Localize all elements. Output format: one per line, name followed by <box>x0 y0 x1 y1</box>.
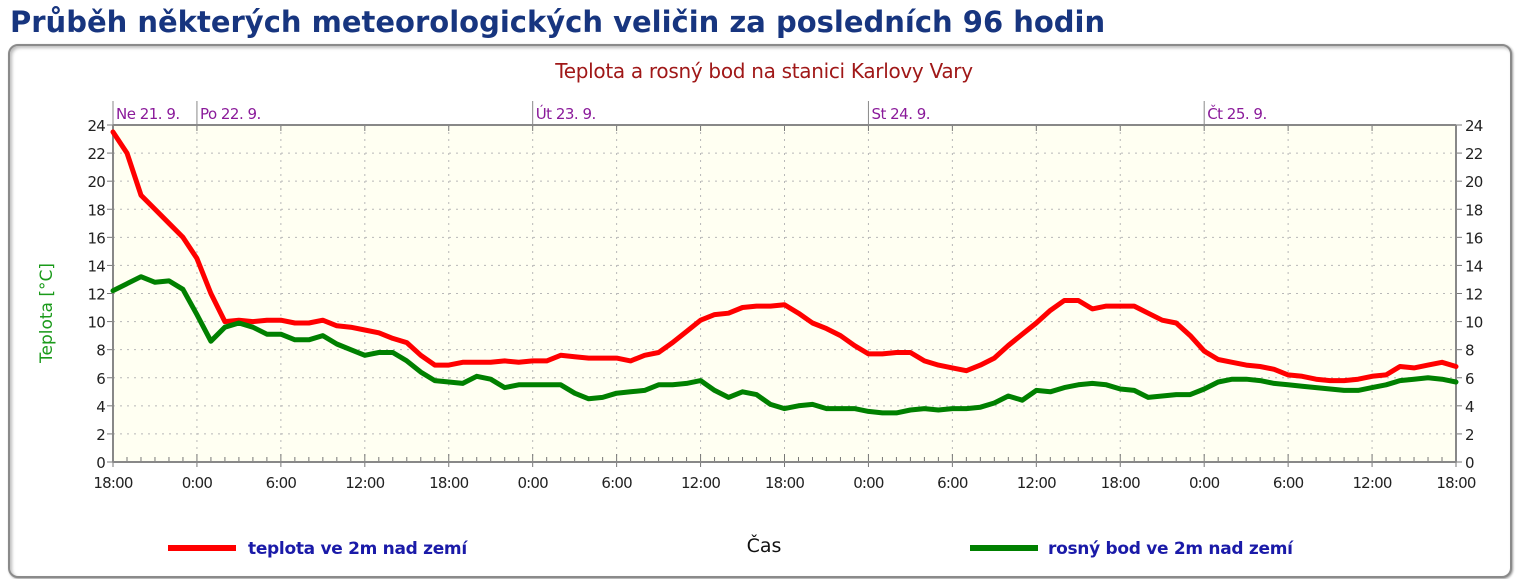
legend-label-temperature: teplota ve 2m nad zemí <box>248 539 468 559</box>
day-label: Út 23. 9. <box>536 104 596 123</box>
y-tick-label-right: 20 <box>1465 173 1483 191</box>
day-label: Čt 25. 9. <box>1207 104 1267 123</box>
y-tick-label-right: 2 <box>1465 426 1474 444</box>
x-tick-label: 18:00 <box>765 474 804 492</box>
x-tick-label: 0:00 <box>1189 474 1220 492</box>
x-axis-label: Čas <box>747 533 782 557</box>
y-tick-label-right: 18 <box>1465 201 1483 219</box>
x-tick-label: 12:00 <box>1017 474 1056 492</box>
x-tick-label: 6:00 <box>937 474 968 492</box>
series-lines <box>110 129 1459 416</box>
y-tick-label-right: 8 <box>1465 342 1474 360</box>
y-tick-label-right: 4 <box>1465 398 1474 416</box>
y-tick-label: 24 <box>88 117 106 135</box>
x-tick-label: 12:00 <box>681 474 720 492</box>
y-tick-label: 12 <box>88 286 106 304</box>
y-tick-label: 2 <box>96 426 105 444</box>
y-tick-label: 8 <box>96 342 105 360</box>
x-tick-label: 18:00 <box>1436 474 1475 492</box>
x-tick-label: 0:00 <box>853 474 884 492</box>
legend-label-dewpoint: rosný bod ve 2m nad zemí <box>1048 539 1294 559</box>
y-axis-label: Teplota [°C] <box>37 263 57 364</box>
y-tick-label: 4 <box>96 398 105 416</box>
x-tick-label: 12:00 <box>345 474 384 492</box>
x-tick-label: 6:00 <box>601 474 632 492</box>
y-tick-label-right: 16 <box>1465 229 1483 247</box>
y-tick-label: 14 <box>88 257 106 275</box>
y-tick-label: 20 <box>88 173 106 191</box>
x-tick-label: 18:00 <box>93 474 132 492</box>
y-tick-label-right: 6 <box>1465 370 1474 388</box>
y-tick-label-right: 14 <box>1465 257 1483 275</box>
page-title: Průběh některých meteorologických veliči… <box>10 5 1106 39</box>
y-tick-label-right: 22 <box>1465 145 1483 163</box>
y-tick-label-right: 0 <box>1465 454 1474 472</box>
x-tick-label: 0:00 <box>182 474 213 492</box>
x-tick-label: 0:00 <box>517 474 548 492</box>
series-line-dewpoint <box>110 274 1459 416</box>
day-label: Ne 21. 9. <box>116 105 180 123</box>
y-tick-label: 16 <box>88 229 106 247</box>
x-tick-label: 18:00 <box>429 474 468 492</box>
grid <box>113 125 1456 462</box>
y-tick-label: 6 <box>96 370 105 388</box>
y-tick-label-right: 24 <box>1465 117 1483 135</box>
chart-title: Teplota a rosný bod na stanici Karlovy V… <box>554 59 973 83</box>
x-tick-label: 12:00 <box>1352 474 1391 492</box>
day-label: Po 22. 9. <box>200 105 261 123</box>
day-label: St 24. 9. <box>871 105 930 123</box>
y-tick-label: 22 <box>88 145 106 163</box>
x-tick-label: 18:00 <box>1101 474 1140 492</box>
series-line-temperature <box>110 129 1459 384</box>
y-tick-label: 10 <box>88 314 106 332</box>
y-tick-label-right: 10 <box>1465 314 1483 332</box>
y-tick-label: 18 <box>88 201 106 219</box>
y-tick-label-right: 12 <box>1465 286 1483 304</box>
x-tick-label: 6:00 <box>1273 474 1304 492</box>
y-tick-label: 0 <box>96 454 105 472</box>
x-tick-label: 6:00 <box>266 474 297 492</box>
